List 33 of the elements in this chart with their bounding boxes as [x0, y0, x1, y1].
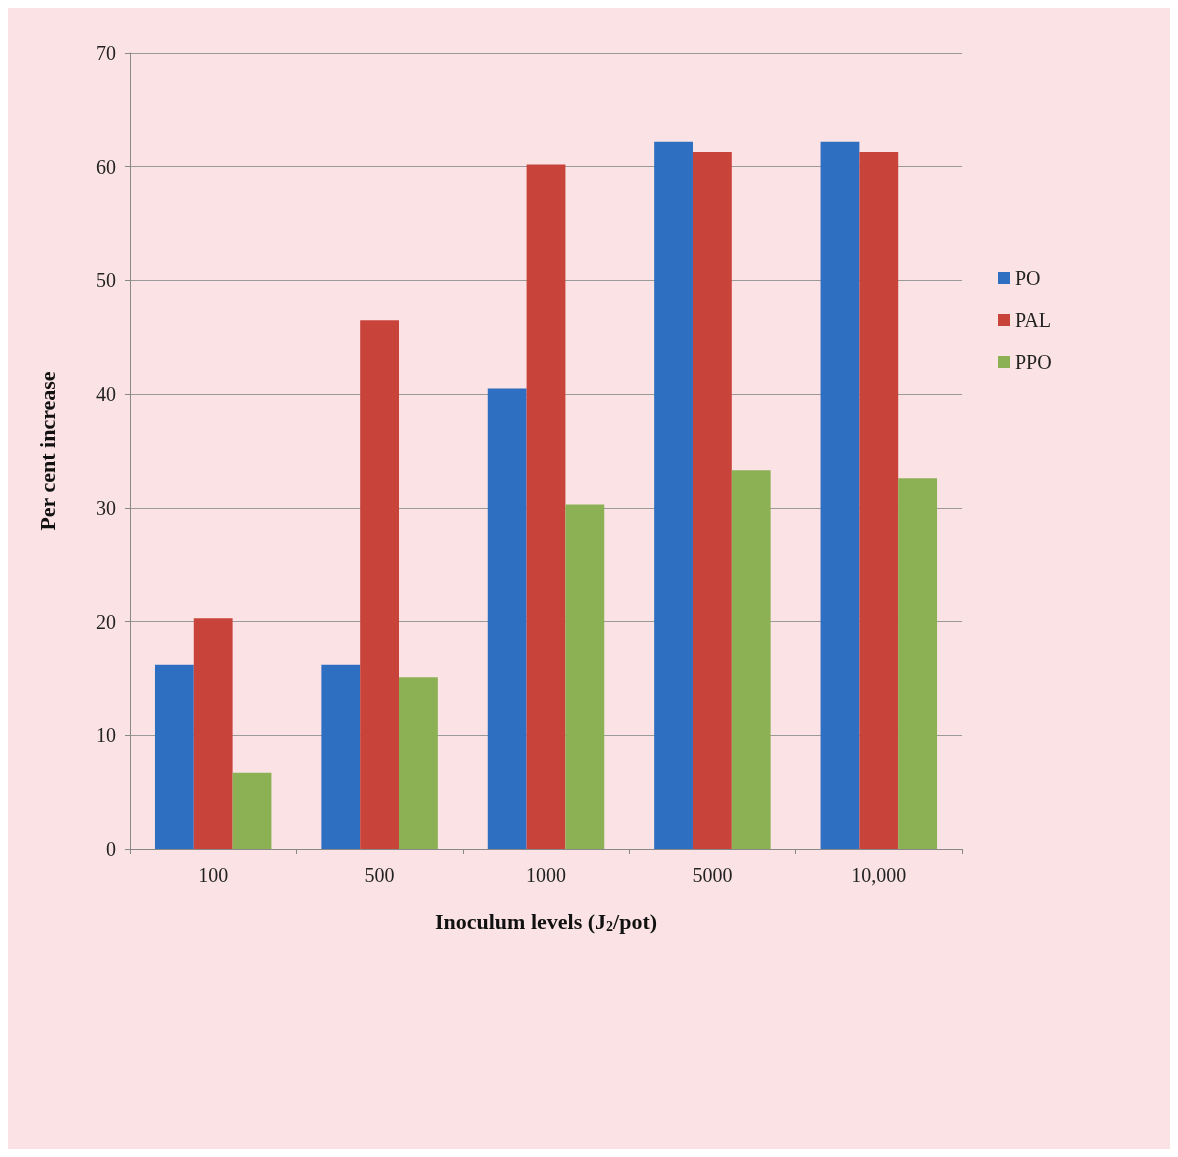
y-tick-label: 20 — [96, 610, 116, 633]
bar — [399, 677, 438, 849]
y-tick-label: 60 — [96, 155, 116, 178]
y-tick-label: 10 — [96, 724, 116, 747]
y-tick-label: 70 — [96, 42, 116, 64]
bar — [487, 388, 527, 849]
legend-label: PPO — [1015, 351, 1052, 373]
y-tick-label: 30 — [96, 496, 116, 519]
bar — [731, 470, 771, 849]
bar — [859, 151, 899, 849]
legend-label: PO — [1015, 267, 1041, 289]
y-tick-label: 50 — [96, 269, 116, 292]
bar — [360, 320, 400, 849]
bar — [321, 664, 361, 849]
bar — [692, 151, 732, 849]
bar — [232, 772, 272, 849]
bar — [654, 141, 693, 849]
bar — [898, 478, 938, 849]
y-tick-label: 0 — [106, 838, 116, 860]
x-tick-label: 5000 — [692, 864, 733, 886]
bar — [820, 141, 860, 849]
x-tick-label: 1000 — [526, 864, 566, 886]
bar — [193, 618, 233, 849]
y-axis-title: Per cent increase — [34, 371, 60, 531]
legend-label: PAL — [1015, 309, 1051, 331]
x-tick-label: 500 — [364, 864, 395, 886]
x-axis-title: Inoculum levels (J2/pot) — [434, 908, 658, 934]
bar — [526, 164, 566, 849]
x-tick-label: 10,000 — [851, 864, 907, 886]
bar — [565, 504, 605, 849]
x-tick-label: 100 — [198, 864, 229, 886]
y-tick-label: 40 — [96, 383, 116, 406]
bar — [154, 664, 194, 849]
